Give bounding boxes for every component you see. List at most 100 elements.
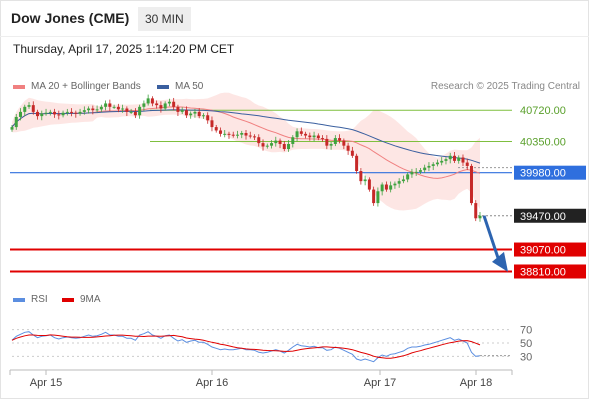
candle <box>389 181 393 193</box>
candle-body <box>235 134 239 136</box>
candle <box>278 138 282 149</box>
x-tick-label: Apr 17 <box>364 377 396 389</box>
legend-ma20-label: MA 20 + Bollinger Bands <box>31 81 141 92</box>
candle <box>406 172 410 183</box>
level-label-text: 40350.00 <box>520 136 566 148</box>
candle <box>197 108 201 119</box>
candle-body <box>180 110 184 112</box>
candle-body <box>53 111 57 115</box>
candle <box>167 98 171 107</box>
candle <box>210 116 214 132</box>
x-tick-label: Apr 16 <box>196 377 228 389</box>
candle <box>99 104 103 113</box>
candle-body <box>61 112 65 116</box>
candle-body <box>112 106 116 108</box>
projection-arrow-head <box>492 251 508 272</box>
candle <box>248 131 252 139</box>
level-label-bg <box>514 208 586 223</box>
candle-body <box>393 183 397 186</box>
candle <box>146 94 150 106</box>
candle-body <box>155 103 159 106</box>
candle-body <box>401 179 405 182</box>
candle <box>346 142 350 155</box>
candle-body <box>150 98 154 104</box>
candle-body <box>253 136 257 138</box>
candle <box>316 133 320 141</box>
candle-body <box>282 143 286 150</box>
candle-body <box>167 101 171 104</box>
candle-body <box>27 105 31 107</box>
candle <box>91 105 95 115</box>
candle-body <box>87 108 91 111</box>
candle <box>176 104 180 117</box>
candle-body <box>218 130 222 134</box>
candle <box>112 104 116 109</box>
candle <box>214 124 218 133</box>
legend-rsi-ma: 9MA <box>62 294 101 305</box>
candle-body <box>36 111 40 117</box>
level-label-text: 40720.00 <box>520 105 566 117</box>
level-label-3: 39470.00 <box>514 208 586 223</box>
candle-body <box>19 111 23 117</box>
ma50-swatch <box>157 84 169 89</box>
candle <box>372 186 376 206</box>
candle <box>338 134 342 144</box>
candle <box>261 139 265 151</box>
instrument-title: Dow Jones (CME) <box>11 10 130 26</box>
candle <box>189 111 193 119</box>
rsi-swatch <box>13 297 25 302</box>
candle <box>461 154 465 167</box>
candle <box>223 130 227 138</box>
candle <box>363 175 367 186</box>
candle-body <box>40 113 44 117</box>
candle-body <box>159 105 163 109</box>
candle <box>304 131 308 139</box>
bollinger-band <box>12 92 480 211</box>
legend-ma20: MA 20 + Bollinger Bands <box>13 81 141 92</box>
candle-body <box>363 179 367 182</box>
candle <box>444 157 448 165</box>
candle <box>95 105 99 113</box>
candle-body <box>431 164 435 166</box>
candle <box>410 168 414 178</box>
candle <box>393 181 397 189</box>
candle-body <box>99 106 103 110</box>
candle <box>159 101 163 113</box>
candle <box>465 158 469 171</box>
level-label-0: 40720.00 <box>520 105 566 117</box>
interval-button[interactable]: 30 MIN <box>138 7 191 31</box>
candle-body <box>95 109 99 111</box>
level-label-text: 39470.00 <box>520 211 566 223</box>
candle <box>180 107 184 114</box>
candle-body <box>380 184 384 192</box>
candle-body <box>176 106 180 112</box>
candle <box>469 163 473 206</box>
candle-body <box>414 171 418 173</box>
candle <box>82 106 86 115</box>
candle-body <box>295 131 299 138</box>
candle <box>418 168 422 174</box>
candle-body <box>223 133 227 135</box>
candle <box>333 135 337 147</box>
rsi-line <box>11 331 481 363</box>
candle-body <box>227 133 231 135</box>
candle <box>448 152 452 164</box>
level-label-bg <box>514 264 586 279</box>
candle-body <box>265 145 269 147</box>
candle <box>240 130 244 139</box>
candle-body <box>121 108 125 110</box>
candle-body <box>278 140 282 144</box>
candle <box>270 140 274 149</box>
candle <box>359 168 363 185</box>
level-label-4: 39070.00 <box>514 242 586 257</box>
candle <box>282 141 286 152</box>
candle-body <box>376 191 380 204</box>
rsi-tick-label: 50 <box>520 338 532 350</box>
rsi-ma-swatch <box>62 297 74 302</box>
candle-body <box>133 111 137 116</box>
candle-body <box>342 140 346 146</box>
candle <box>244 130 248 140</box>
candle <box>129 108 133 114</box>
candle-body <box>116 106 120 110</box>
candle-body <box>308 135 312 138</box>
